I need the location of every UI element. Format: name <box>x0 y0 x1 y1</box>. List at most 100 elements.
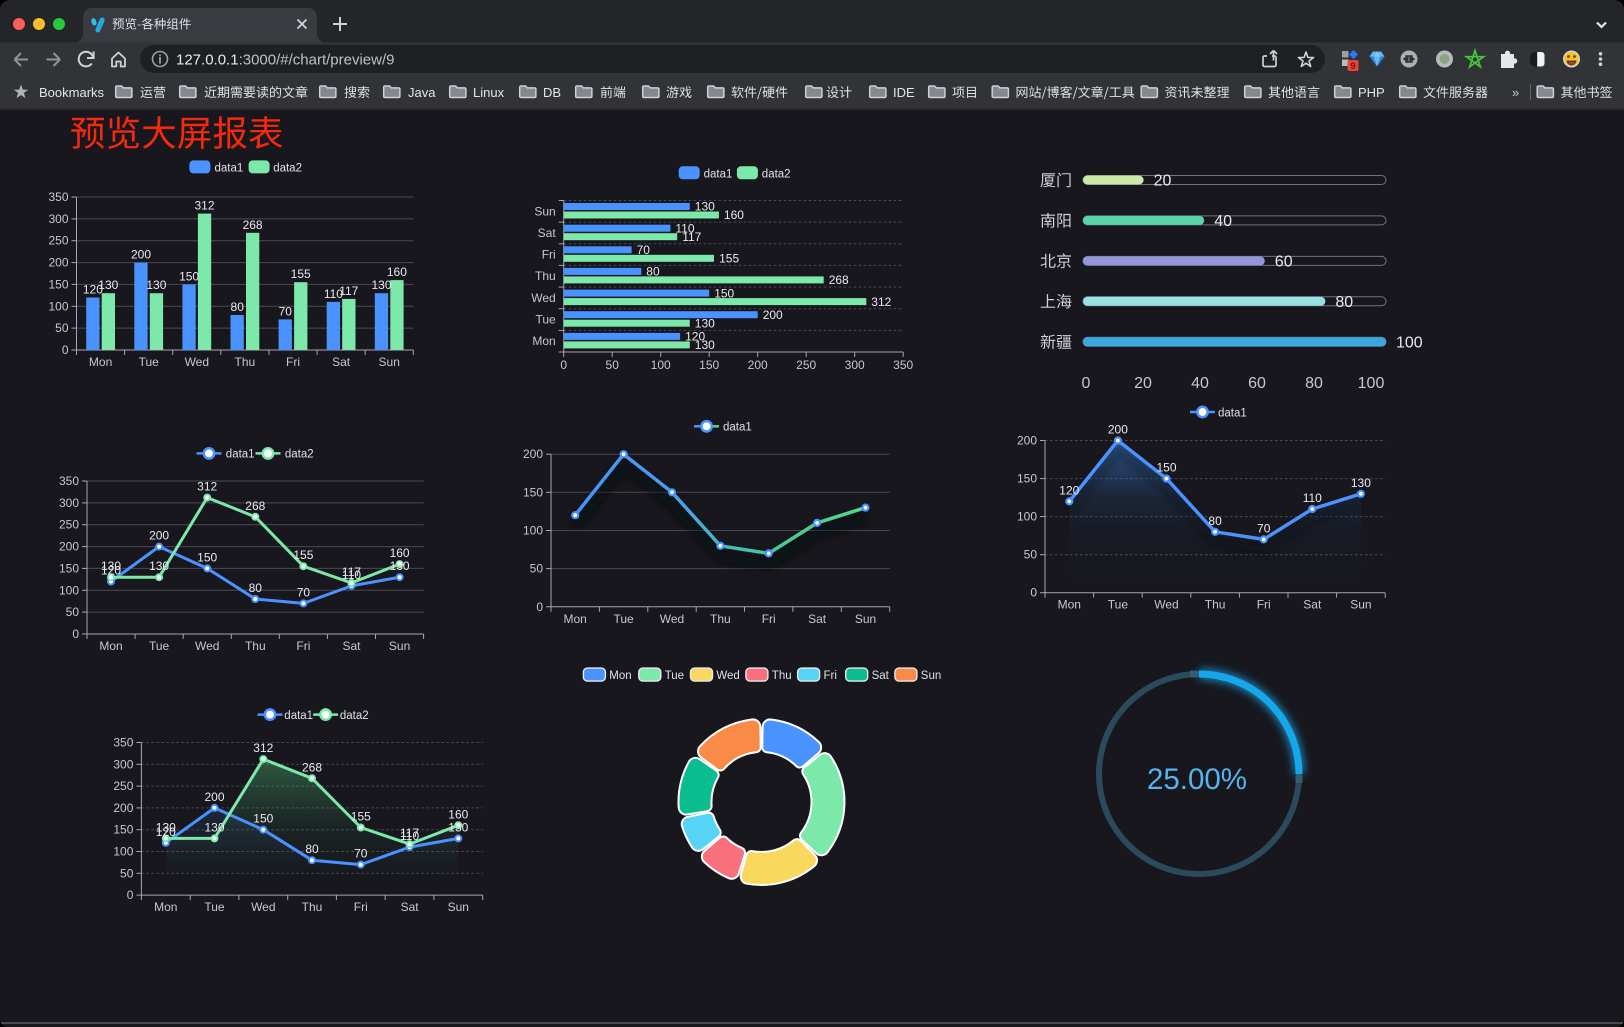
svg-text:data1: data1 <box>226 449 255 461</box>
svg-text:Wed: Wed <box>716 670 739 682</box>
svg-text:100: 100 <box>113 845 133 859</box>
svg-text:Wed: Wed <box>660 612 684 626</box>
svg-text:Fri: Fri <box>824 670 837 682</box>
svg-text:117: 117 <box>400 826 419 840</box>
svg-text:160: 160 <box>448 807 468 821</box>
svg-text:155: 155 <box>351 810 371 824</box>
svg-text:100: 100 <box>59 583 79 597</box>
svg-text:155: 155 <box>719 252 739 266</box>
svg-text:120: 120 <box>1059 483 1079 497</box>
svg-text:data2: data2 <box>285 449 314 461</box>
svg-text:312: 312 <box>194 199 214 213</box>
svg-text:Mon: Mon <box>609 670 631 682</box>
svg-text:Wed: Wed <box>531 291 555 305</box>
svg-text:Sat: Sat <box>538 226 557 240</box>
svg-text:110: 110 <box>342 568 361 582</box>
svg-text:150: 150 <box>523 485 543 499</box>
svg-text:Sat: Sat <box>401 900 420 914</box>
svg-text:130: 130 <box>371 278 391 292</box>
svg-text:Thu: Thu <box>235 355 256 369</box>
svg-text:0: 0 <box>1082 375 1091 392</box>
svg-text:160: 160 <box>387 265 407 279</box>
svg-text:50: 50 <box>606 358 620 372</box>
svg-text:Mon: Mon <box>154 900 177 914</box>
svg-text:25.00%: 25.00% <box>1147 763 1247 796</box>
svg-text:268: 268 <box>302 760 322 774</box>
svg-text:data1: data1 <box>723 422 752 434</box>
svg-text:130: 130 <box>695 316 715 330</box>
svg-text:268: 268 <box>245 499 265 513</box>
svg-text:Sun: Sun <box>921 670 941 682</box>
svg-text:data1: data1 <box>1218 407 1247 419</box>
svg-text:Fri: Fri <box>286 355 300 369</box>
svg-text:312: 312 <box>197 480 217 494</box>
svg-text:268: 268 <box>243 218 263 232</box>
svg-text:data1: data1 <box>284 710 313 722</box>
svg-text:Wed: Wed <box>195 639 219 653</box>
svg-text:Sun: Sun <box>534 204 555 218</box>
svg-text:130: 130 <box>98 278 118 292</box>
svg-text:100: 100 <box>48 299 68 313</box>
svg-text:20: 20 <box>1134 375 1152 392</box>
svg-text:250: 250 <box>113 779 133 793</box>
svg-text:Thu: Thu <box>710 612 731 626</box>
svg-text:150: 150 <box>197 550 217 564</box>
svg-text:300: 300 <box>59 496 79 510</box>
svg-text:Thu: Thu <box>772 670 792 682</box>
svg-text:100: 100 <box>1396 334 1423 351</box>
svg-text:PHP: PHP <box>1358 85 1385 100</box>
svg-text:0: 0 <box>560 358 567 372</box>
svg-text:Mon: Mon <box>1058 598 1081 612</box>
svg-text:100: 100 <box>651 358 671 372</box>
svg-text:155: 155 <box>293 548 313 562</box>
svg-text:350: 350 <box>48 190 68 204</box>
svg-text:80: 80 <box>1208 514 1222 528</box>
svg-text:70: 70 <box>354 847 368 861</box>
svg-text:Thu: Thu <box>1205 598 1226 612</box>
svg-text:250: 250 <box>59 518 79 532</box>
svg-text:Linux: Linux <box>473 85 505 100</box>
svg-text:0: 0 <box>127 888 134 902</box>
svg-text:Sat: Sat <box>332 355 351 369</box>
svg-text:Tue: Tue <box>204 900 225 914</box>
svg-text:200: 200 <box>131 248 151 262</box>
svg-text:130: 130 <box>390 559 410 573</box>
svg-text:Tue: Tue <box>535 313 556 327</box>
svg-text:130: 130 <box>149 559 169 573</box>
svg-text:Java: Java <box>408 85 436 100</box>
svg-text:IDE: IDE <box>893 85 915 100</box>
svg-text:»: » <box>1512 85 1519 100</box>
svg-text:100: 100 <box>523 524 543 538</box>
svg-text:Tue: Tue <box>1108 598 1129 612</box>
svg-text:250: 250 <box>796 358 816 372</box>
svg-text:Sun: Sun <box>448 900 469 914</box>
svg-text:data2: data2 <box>762 168 791 180</box>
svg-text:data1: data1 <box>704 168 733 180</box>
svg-text:50: 50 <box>530 562 544 576</box>
svg-text:60: 60 <box>1248 375 1266 392</box>
svg-text:Thu: Thu <box>302 900 323 914</box>
svg-text:120: 120 <box>156 825 176 839</box>
svg-text:Sat: Sat <box>872 670 890 682</box>
svg-text:150: 150 <box>113 823 133 837</box>
svg-text:data2: data2 <box>340 710 369 722</box>
svg-text:200: 200 <box>204 790 224 804</box>
svg-text:110: 110 <box>675 221 694 235</box>
svg-text:Wed: Wed <box>1154 598 1178 612</box>
svg-text:312: 312 <box>871 295 891 309</box>
svg-text:70: 70 <box>297 585 311 599</box>
svg-text:200: 200 <box>763 308 783 322</box>
svg-text:130: 130 <box>146 278 166 292</box>
svg-text:200: 200 <box>748 358 768 372</box>
svg-text:130: 130 <box>695 338 715 352</box>
svg-text:80: 80 <box>305 842 319 856</box>
svg-text:Fri: Fri <box>296 639 310 653</box>
svg-text:160: 160 <box>390 546 410 560</box>
svg-text:50: 50 <box>120 866 134 880</box>
svg-text:100: 100 <box>1017 510 1037 524</box>
svg-text:150: 150 <box>59 561 79 575</box>
svg-text:117: 117 <box>342 565 361 579</box>
svg-text:Sat: Sat <box>808 612 827 626</box>
svg-text:50: 50 <box>66 605 80 619</box>
svg-text:130: 130 <box>1351 476 1371 490</box>
